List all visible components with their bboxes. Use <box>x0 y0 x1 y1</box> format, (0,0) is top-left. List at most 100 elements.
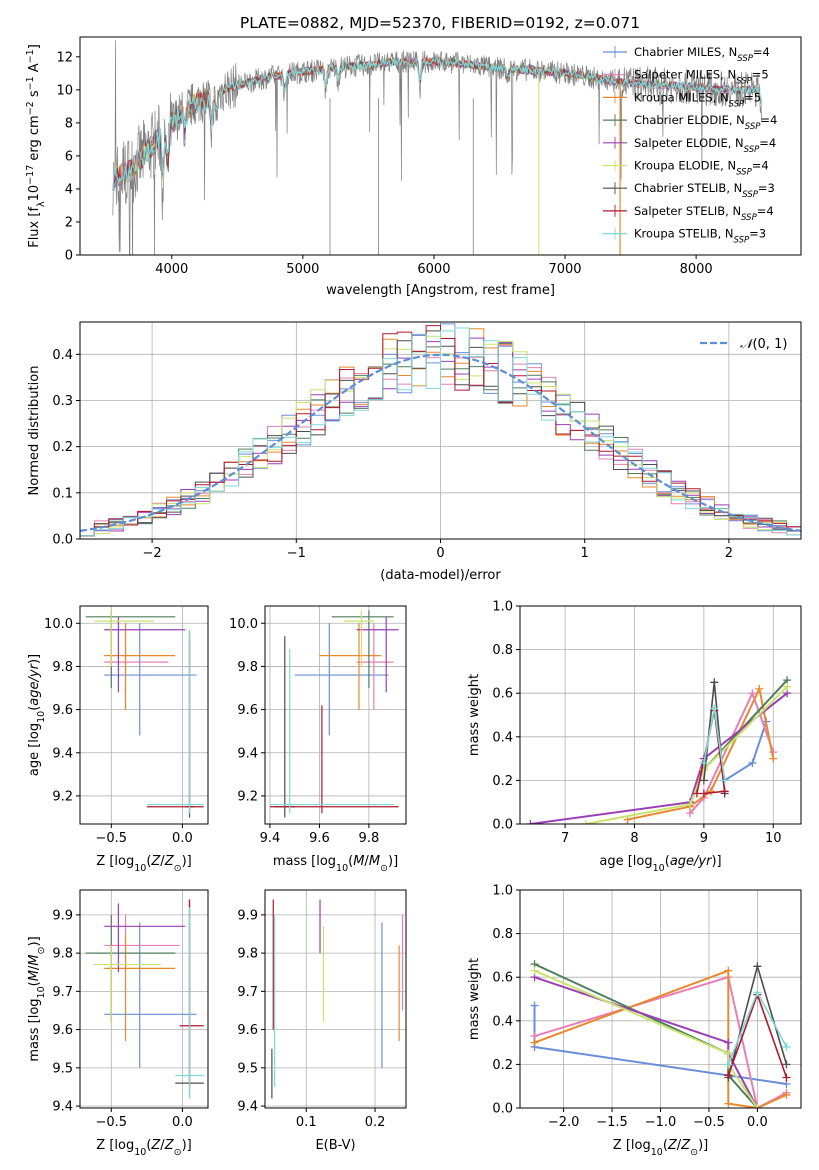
legend-label: Salpeter STELIB, NSSP=4 <box>634 204 774 223</box>
weight-point-marker <box>782 1073 791 1082</box>
y-tick-label: 4 <box>65 182 73 197</box>
weight-series-line <box>530 692 788 824</box>
y-tick-label: 9.4 <box>237 746 258 761</box>
weight-point-marker <box>782 1042 791 1051</box>
weight-point-marker <box>710 704 719 713</box>
error-bar <box>104 914 180 973</box>
axes-frame: −2 −1 0 1 2 0.0 0.1 0.2 0.3 0.4 <box>52 321 802 561</box>
x-tick-label: 0.0 <box>172 831 193 846</box>
y-tick-label: 0 <box>65 249 73 264</box>
y-tick-label: 12 <box>56 50 73 65</box>
x-tick-label: 8000 <box>680 262 713 277</box>
y-tick-label: 9.4 <box>52 746 73 761</box>
weight-series-line <box>689 679 788 805</box>
axes-frame: −0.5 0.0 9.2 9.4 9.6 9.8 10.0 <box>44 605 209 846</box>
weight-point-marker <box>753 988 762 997</box>
plot-area <box>526 676 792 824</box>
y-tick-label: 9.8 <box>52 947 73 962</box>
error-bar <box>146 629 204 814</box>
y-tick-label: 9.7 <box>237 985 258 1000</box>
error-bar <box>104 616 186 693</box>
error-bar <box>104 933 176 1042</box>
error-bar <box>104 903 186 973</box>
error-bar <box>104 922 197 1068</box>
y-tick-label: 9.2 <box>237 789 258 804</box>
y-tick-label: 2 <box>65 215 73 230</box>
error-bar <box>274 636 295 818</box>
y-tick-label: 1.0 <box>492 884 513 899</box>
plot-area <box>85 899 204 1099</box>
weight-point-marker <box>755 684 764 693</box>
weight-point-marker <box>530 1038 539 1047</box>
x-tick-label: −1 <box>287 546 306 561</box>
weight-point-marker <box>724 1071 733 1080</box>
y-tick-label: 9.8 <box>237 660 258 675</box>
y-tick-label: 0.0 <box>492 818 513 833</box>
error-bar <box>104 623 197 736</box>
weight-vs-Z-panel: −2.0 −1.5 −1.0 −0.5 0.0 0.0 0.2 0.4 0.6 0.8 1.0 Z [… <box>467 884 802 1158</box>
y-tick-label: 0.8 <box>492 643 513 658</box>
error-bar <box>294 623 389 736</box>
model-fit-line <box>112 57 763 191</box>
x-tick-label: 10 <box>765 831 782 846</box>
y-axis-label: Flux [fλ10−17 erg cm−2 s−1 A−1] <box>25 44 47 248</box>
residuals-panel: −2 −1 0 1 2 0.0 0.1 0.2 0.3 0.4 (data-model)/error… <box>27 321 802 583</box>
weight-point-marker <box>710 678 719 687</box>
x-tick-label: 5000 <box>286 262 319 277</box>
weight-series-line <box>585 685 788 824</box>
legend-label: Kroupa MILES, NSSP=5 <box>634 90 761 109</box>
weight-point-marker <box>748 758 757 767</box>
error-bar <box>94 610 154 667</box>
weight-point-marker <box>526 820 535 824</box>
weight-point-marker <box>699 776 708 785</box>
x-axis-label: Z [log10(Z/Z⊙)] <box>613 1138 708 1158</box>
gaussian-curve <box>80 353 801 532</box>
x-tick-label: −0.5 <box>95 1115 127 1130</box>
y-tick-label: 9.6 <box>52 1023 73 1038</box>
weight-point-marker <box>706 787 715 796</box>
weight-point-marker <box>530 966 539 975</box>
axes-frame: 7 8 9 10 0.0 0.2 0.4 0.6 0.8 1.0 <box>492 600 802 846</box>
y-tick-label: 0.2 <box>492 774 513 789</box>
plot-area <box>80 323 801 539</box>
x-tick-label: 0.2 <box>365 1115 386 1130</box>
error-bar <box>344 610 374 667</box>
weight-point-marker <box>724 966 733 975</box>
y-axis-label: mass weight <box>467 958 482 1040</box>
y-tick-label: 0.3 <box>52 394 73 409</box>
y-tick-label: 10.0 <box>44 617 73 632</box>
y-tick-label: 0.2 <box>492 1058 513 1073</box>
weight-point-marker <box>720 776 729 785</box>
y-tick-label: 8 <box>65 116 73 131</box>
x-tick-label: 2 <box>725 546 733 561</box>
axes-frame: 4000 5000 6000 7000 8000 0 2 4 6 8 10 12 <box>56 36 802 277</box>
x-tick-label: −1.0 <box>645 1115 677 1130</box>
y-axis-label: mass [log10(M/M⊙)] <box>27 936 47 1061</box>
weight-series-line <box>534 976 759 1108</box>
y-tick-label: 9.6 <box>237 703 258 718</box>
residual-histogram <box>80 327 801 539</box>
x-tick-label: 0 <box>436 546 444 561</box>
legend-label: Chabrier ELODIE, NSSP=4 <box>634 113 777 132</box>
y-tick-label: 9.8 <box>237 947 258 962</box>
legend-label: 𝒩(0, 1) <box>740 337 787 352</box>
error-bar <box>179 899 204 1087</box>
y-tick-label: 9.5 <box>237 1061 258 1076</box>
x-tick-label: −2.0 <box>548 1115 580 1130</box>
age-vs-mass-panel: 9.4 9.6 9.8 9.2 9.4 9.6 9.8 10.0 mass [log10(M/M… <box>229 605 407 874</box>
y-tick-label: 9.2 <box>52 789 73 804</box>
x-tick-label: 9.8 <box>359 831 380 846</box>
plot-area <box>85 610 204 818</box>
x-tick-label: −0.5 <box>693 1115 725 1130</box>
weight-point-marker <box>748 689 757 698</box>
y-axis-label: age [log10(age/yr)] <box>27 654 47 776</box>
error-bar <box>94 945 162 1022</box>
residuals-legend: 𝒩(0, 1) <box>700 337 787 352</box>
y-tick-label: 0.6 <box>492 971 513 986</box>
x-tick-label: 0.0 <box>747 1115 768 1130</box>
weight-point-marker <box>724 1099 733 1108</box>
weight-point-marker <box>782 1090 791 1099</box>
y-tick-label: 0.4 <box>492 1014 513 1029</box>
spectrum-panel: 4000 5000 6000 7000 8000 0 2 4 6 8 10 12 wavelength … <box>25 36 802 298</box>
x-tick-label: −1.5 <box>596 1115 628 1130</box>
